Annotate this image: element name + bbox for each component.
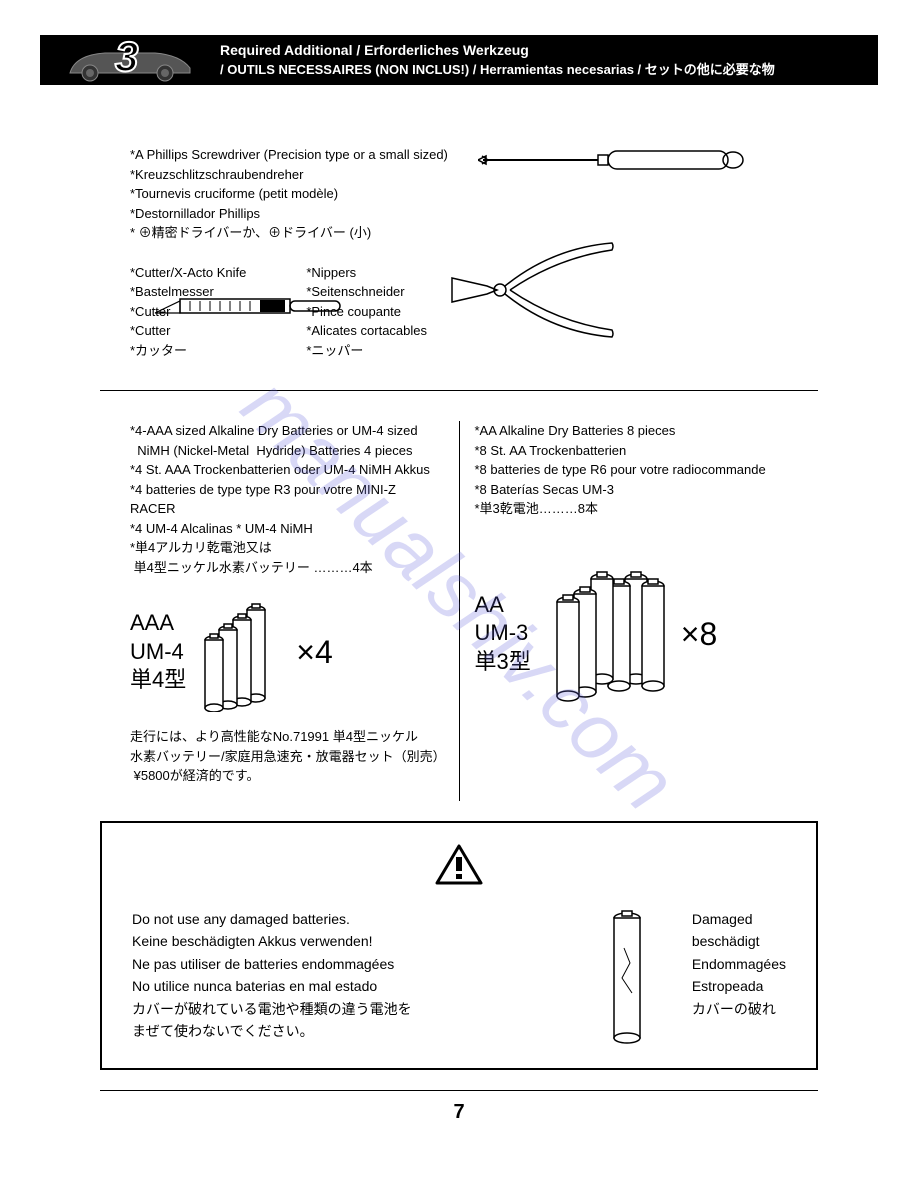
warning-label-jp: カバーの破れ — [692, 998, 786, 1020]
nippers-jp: *ニッパー — [306, 341, 427, 361]
screwdriver-icon — [478, 145, 758, 175]
screwdriver-fr: *Tournevis cruciforme (petit modèle) — [130, 184, 448, 204]
aaa-fr: *4 batteries de type type R3 pour votre … — [130, 480, 444, 519]
warning-fr: Ne pas utiliser de batteries endommagées — [132, 953, 562, 975]
aaa-es: *4 UM-4 Alcalinas * UM-4 NiMH — [130, 519, 444, 539]
header-line1: Required Additional / Erforderliches Wer… — [220, 41, 775, 61]
aa-label3: 単3型 — [475, 648, 531, 677]
screwdriver-block: *A Phillips Screwdriver (Precision type … — [130, 145, 788, 243]
cutter-en: *Cutter/X-Acto Knife — [130, 263, 246, 283]
screwdriver-jp: * ⊕精密ドライバーか、⊕ドライバー (小) — [130, 223, 448, 243]
tool-row2: *Cutter/X-Acto Knife *Bastelmesser *Cutt… — [130, 263, 788, 361]
cutter-es: *Cutter — [130, 321, 246, 341]
nippers-en: *Nippers — [306, 263, 427, 283]
header-bar: 3 Required Additional / Erforderliches W… — [40, 35, 878, 85]
aa-es: *8 Baterías Secas UM-3 — [475, 480, 789, 500]
aaa-label1: AAA — [130, 609, 186, 638]
warning-jp1: カバーが破れている電池や種類の違う電池を — [132, 998, 562, 1020]
aaa-de: *4 St. AAA Trockenbatterien oder UM-4 Ni… — [130, 460, 444, 480]
warning-label-en: Damaged — [692, 908, 786, 930]
aaa-note3: ¥5800が経済的です。 — [130, 766, 444, 786]
aaa-label2: UM-4 — [130, 638, 186, 667]
aaa-en1: *4-AAA sized Alkaline Dry Batteries or U… — [130, 421, 444, 441]
aaa-label3: 単4型 — [130, 666, 186, 695]
nippers-block: *Nippers *Seitenschneider *Pince coupant… — [306, 263, 622, 361]
warning-text: Do not use any damaged batteries. Keine … — [132, 908, 562, 1048]
aaa-note2: 水素バッテリー/家庭用急速充・放電器セット（別売） — [130, 747, 444, 767]
warning-box: Do not use any damaged batteries. Keine … — [100, 821, 818, 1070]
aa-display: AA UM-3 単3型 ×8 — [475, 564, 789, 704]
nippers-es: *Alicates cortacables — [306, 321, 427, 341]
cutter-jp: *カッター — [130, 341, 246, 361]
aa-column: *AA Alkaline Dry Batteries 8 pieces *8 S… — [475, 421, 789, 801]
header-line2: / OUTILS NECESSAIRES (NON INCLUS!) / Her… — [220, 61, 775, 79]
warning-label-es: Estropeada — [692, 975, 786, 997]
screwdriver-en: *A Phillips Screwdriver (Precision type … — [130, 145, 448, 165]
aaa-jp1: *単4アルカリ乾電池又は — [130, 538, 444, 558]
aa-batteries-icon — [541, 564, 671, 704]
aaa-note1: 走行には、より高性能なNo.71991 単4型ニッケル — [130, 727, 444, 747]
warning-content: Do not use any damaged batteries. Keine … — [132, 908, 786, 1048]
aaa-jp2: 単4型ニッケル水素バッテリー ………4本 — [130, 558, 444, 578]
screwdriver-text: *A Phillips Screwdriver (Precision type … — [130, 145, 448, 243]
tools-section: *A Phillips Screwdriver (Precision type … — [40, 145, 878, 360]
aa-label2: UM-3 — [475, 619, 531, 648]
aaa-en2: NiMH (Nickel-Metal Hydride) Batteries 4 … — [130, 441, 444, 461]
damaged-battery-icon — [602, 908, 652, 1048]
nippers-icon — [442, 238, 622, 348]
warning-de: Keine beschädigten Akkus verwenden! — [132, 930, 562, 952]
warning-es: No utilice nunca baterias en mal estado — [132, 975, 562, 997]
aaa-display: AAA UM-4 単4型 ×4 — [130, 592, 444, 712]
battery-divider — [459, 421, 460, 801]
aaa-note: 走行には、より高性能なNo.71991 単4型ニッケル 水素バッテリー/家庭用急… — [130, 727, 444, 786]
aaa-batteries-icon — [196, 592, 286, 712]
warning-jp2: まぜて使わないでください。 — [132, 1020, 562, 1042]
cutter-block: *Cutter/X-Acto Knife *Bastelmesser *Cutt… — [130, 263, 246, 361]
bottom-divider — [100, 1090, 818, 1091]
aa-label: AA UM-3 単3型 — [475, 591, 531, 677]
aa-fr: *8 batteries de type R6 pour votre radio… — [475, 460, 789, 480]
aa-jp: *単3乾電池………8本 — [475, 499, 789, 519]
section-divider — [100, 390, 818, 391]
page-number: 7 — [40, 1101, 878, 1124]
aaa-label: AAA UM-4 単4型 — [130, 609, 186, 695]
aa-label1: AA — [475, 591, 531, 620]
screwdriver-de: *Kreuzschlitzschraubendreher — [130, 165, 448, 185]
aa-en: *AA Alkaline Dry Batteries 8 pieces — [475, 421, 789, 441]
header-text: Required Additional / Erforderliches Wer… — [220, 41, 775, 79]
screwdriver-es: *Destornillador Phillips — [130, 204, 448, 224]
warning-label-fr: Endommagées — [692, 953, 786, 975]
warning-icon — [132, 843, 786, 893]
aa-qty: ×8 — [681, 610, 717, 658]
batteries-section: *4-AAA sized Alkaline Dry Batteries or U… — [40, 421, 878, 801]
step-number: 3 — [115, 33, 138, 81]
aaa-column: *4-AAA sized Alkaline Dry Batteries or U… — [130, 421, 444, 801]
warning-label-de: beschädigt — [692, 930, 786, 952]
warning-en: Do not use any damaged batteries. — [132, 908, 562, 930]
aaa-qty: ×4 — [296, 628, 332, 676]
aa-de: *8 St. AA Trockenbatterien — [475, 441, 789, 461]
warning-labels: Damaged beschädigt Endommagées Estropead… — [692, 908, 786, 1048]
cutter-icon — [150, 293, 350, 318]
